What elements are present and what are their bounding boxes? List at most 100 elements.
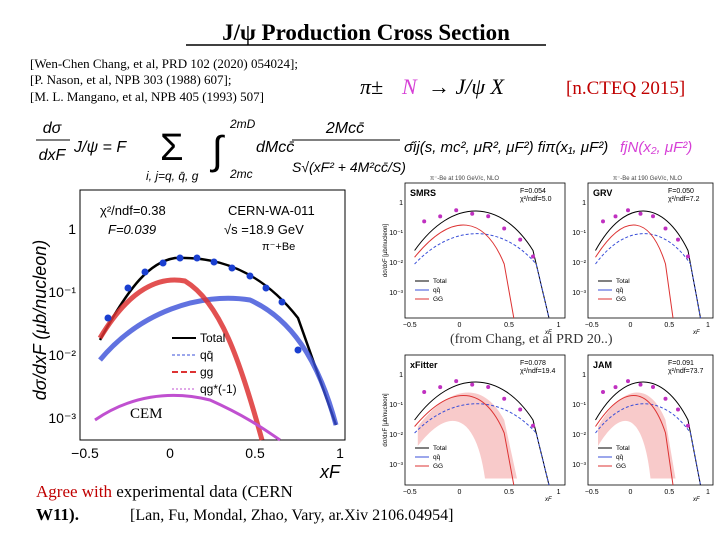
panel-y-tick-label: 10⁻² xyxy=(572,260,586,267)
curve-qg xyxy=(94,393,281,442)
panel-data-point xyxy=(422,219,427,224)
data-point xyxy=(159,259,167,267)
panel-total xyxy=(414,381,550,486)
formula-frac-num: 2Mcc̄ xyxy=(325,120,365,137)
panel-data-point xyxy=(438,385,443,390)
panel-gg xyxy=(414,395,515,486)
formula-integral: ∫ xyxy=(210,129,226,173)
panel-legend-entry: GG xyxy=(433,463,443,470)
panel-x-tick-label: 0.5 xyxy=(664,322,674,329)
panel-chi2: χ²/ndf=73.7 xyxy=(668,368,704,375)
y-tick-label: 1 xyxy=(68,221,76,237)
panel-data-point xyxy=(502,396,507,401)
panel-chi2: χ²/ndf=5.0 xyxy=(520,196,552,203)
panel-qq xyxy=(414,233,550,319)
panel-legend-entry: GG xyxy=(616,296,626,303)
formula-den: dxF xyxy=(39,147,67,164)
panel-x-tick-label: 1 xyxy=(557,489,561,496)
conclusion-text: experimental data (CERN xyxy=(112,482,293,501)
panel-data-point xyxy=(663,226,668,231)
panel-data-point xyxy=(601,219,605,224)
x-tick-label: 0.5 xyxy=(245,445,265,461)
panel-y-tick-label: 10⁻² xyxy=(389,260,403,267)
conclusion-text: W11). xyxy=(36,505,79,524)
formula-measure: dMcc̄ xyxy=(256,139,295,156)
panel-data-point xyxy=(454,379,459,384)
panel-legend-entry: Total xyxy=(616,445,630,452)
panel-x-tick-label: 0.5 xyxy=(664,489,674,496)
panel-data-point xyxy=(531,254,535,259)
x-tick-label: 1 xyxy=(336,445,344,461)
panel-data-point xyxy=(486,214,491,219)
panel-x-label: xF xyxy=(544,330,552,336)
y-axis-label: dσ/dxF (μb/nucleon) xyxy=(30,240,50,400)
reference: [M. L. Mangano, et al, NPB 405 (1993) 50… xyxy=(30,89,264,104)
panel-data-point xyxy=(601,390,605,395)
panel-y-tick-label: 10⁻³ xyxy=(389,290,403,297)
panel-data-point xyxy=(676,407,680,412)
reference: [P. Nason, et al, NPB 303 (1988) 607]; xyxy=(30,72,232,87)
panel-f: F=0.078 xyxy=(520,360,546,367)
formula-num: dσ xyxy=(43,120,63,137)
panel-frame xyxy=(587,354,714,486)
pdf-label: [n.CTEQ 2015] xyxy=(566,78,685,99)
panel-chi2: χ²/ndf=7.2 xyxy=(668,196,700,203)
data-point xyxy=(104,314,112,322)
panel-data-point xyxy=(638,211,643,216)
chi2: χ²/ndf=0.38 xyxy=(100,203,166,218)
data-point xyxy=(210,258,218,266)
panel-data-point xyxy=(613,385,618,390)
panel-total xyxy=(414,210,550,319)
panel-chi2: χ²/ndf=19.4 xyxy=(520,368,556,375)
x-axis-label: xF xyxy=(319,462,341,482)
data-point xyxy=(228,264,236,272)
panel-x-label: xF xyxy=(692,497,700,503)
panel-x-tick-label: −0.5 xyxy=(585,322,599,329)
data-point xyxy=(294,346,302,354)
panel-y-label: dσ/dxF [μb/nucleon] xyxy=(383,393,389,447)
panel-y-tick-label: 10⁻² xyxy=(389,432,403,439)
experiment: CERN-WA-011 xyxy=(228,203,315,218)
panel-y-tick-label: 10⁻³ xyxy=(572,290,586,297)
panel-x-tick-label: 1 xyxy=(706,489,710,496)
panel-gg xyxy=(595,224,674,319)
panel-legend-entry: qq̄ xyxy=(616,287,624,294)
data-point xyxy=(176,254,184,262)
comparison-panels: π⁻-Be at 190 GeV/c, NLO dσ/dxF [μb/nucleo… xyxy=(383,176,714,503)
main-plot: χ²/ndf=0.38 F=0.039 CERN-WA-011 √s =18.9… xyxy=(30,189,346,482)
data-point xyxy=(124,284,132,292)
panel-y-tick-label: 1 xyxy=(399,372,403,379)
panel-x-tick-label: 1 xyxy=(557,322,561,329)
panel-y-tick-label: 10⁻³ xyxy=(572,462,586,469)
panel-data-point xyxy=(438,214,443,219)
reaction-nucleon: N xyxy=(401,74,418,99)
panel-y-tick-label: 10⁻² xyxy=(572,432,586,439)
panel-name: SMRS xyxy=(410,188,436,198)
panel-frame xyxy=(404,182,566,319)
panel-y-tick-label: 10⁻¹ xyxy=(389,402,403,409)
x-tick-label: 0 xyxy=(166,445,174,461)
panel-x-tick-label: 0 xyxy=(629,489,633,496)
panel-data-point xyxy=(626,208,630,213)
panel-y-tick-label: 10⁻¹ xyxy=(572,230,586,237)
panel-y-tick-label: 1 xyxy=(399,200,403,207)
panel-data-point xyxy=(663,396,668,401)
panel-x-tick-label: 0 xyxy=(457,322,461,329)
data-point xyxy=(278,298,286,306)
reaction: → J/ψ X xyxy=(428,74,506,99)
x-tick-label: −0.5 xyxy=(71,445,99,461)
energy: √s =18.9 GeV xyxy=(224,222,304,237)
panel-x-tick-label: 1 xyxy=(706,322,710,329)
curve-gg xyxy=(97,277,265,441)
panel-x-tick-label: 0.5 xyxy=(504,489,514,496)
panel-data-point xyxy=(531,423,535,428)
legend-entry: qq̄ xyxy=(200,348,213,362)
reference: [Wen-Chen Chang, et al, PRD 102 (2020) 0… xyxy=(30,56,298,71)
panel-name: xFitter xyxy=(410,360,438,370)
panel-legend-entry: Total xyxy=(433,278,447,285)
panel-legend-entry: GG xyxy=(616,463,626,470)
formula-kernel: σ̂ij(s, mc², μR², μF²) fiπ(x₁, μF²) xyxy=(404,139,608,156)
y-tick-label: 10⁻³ xyxy=(48,410,76,426)
